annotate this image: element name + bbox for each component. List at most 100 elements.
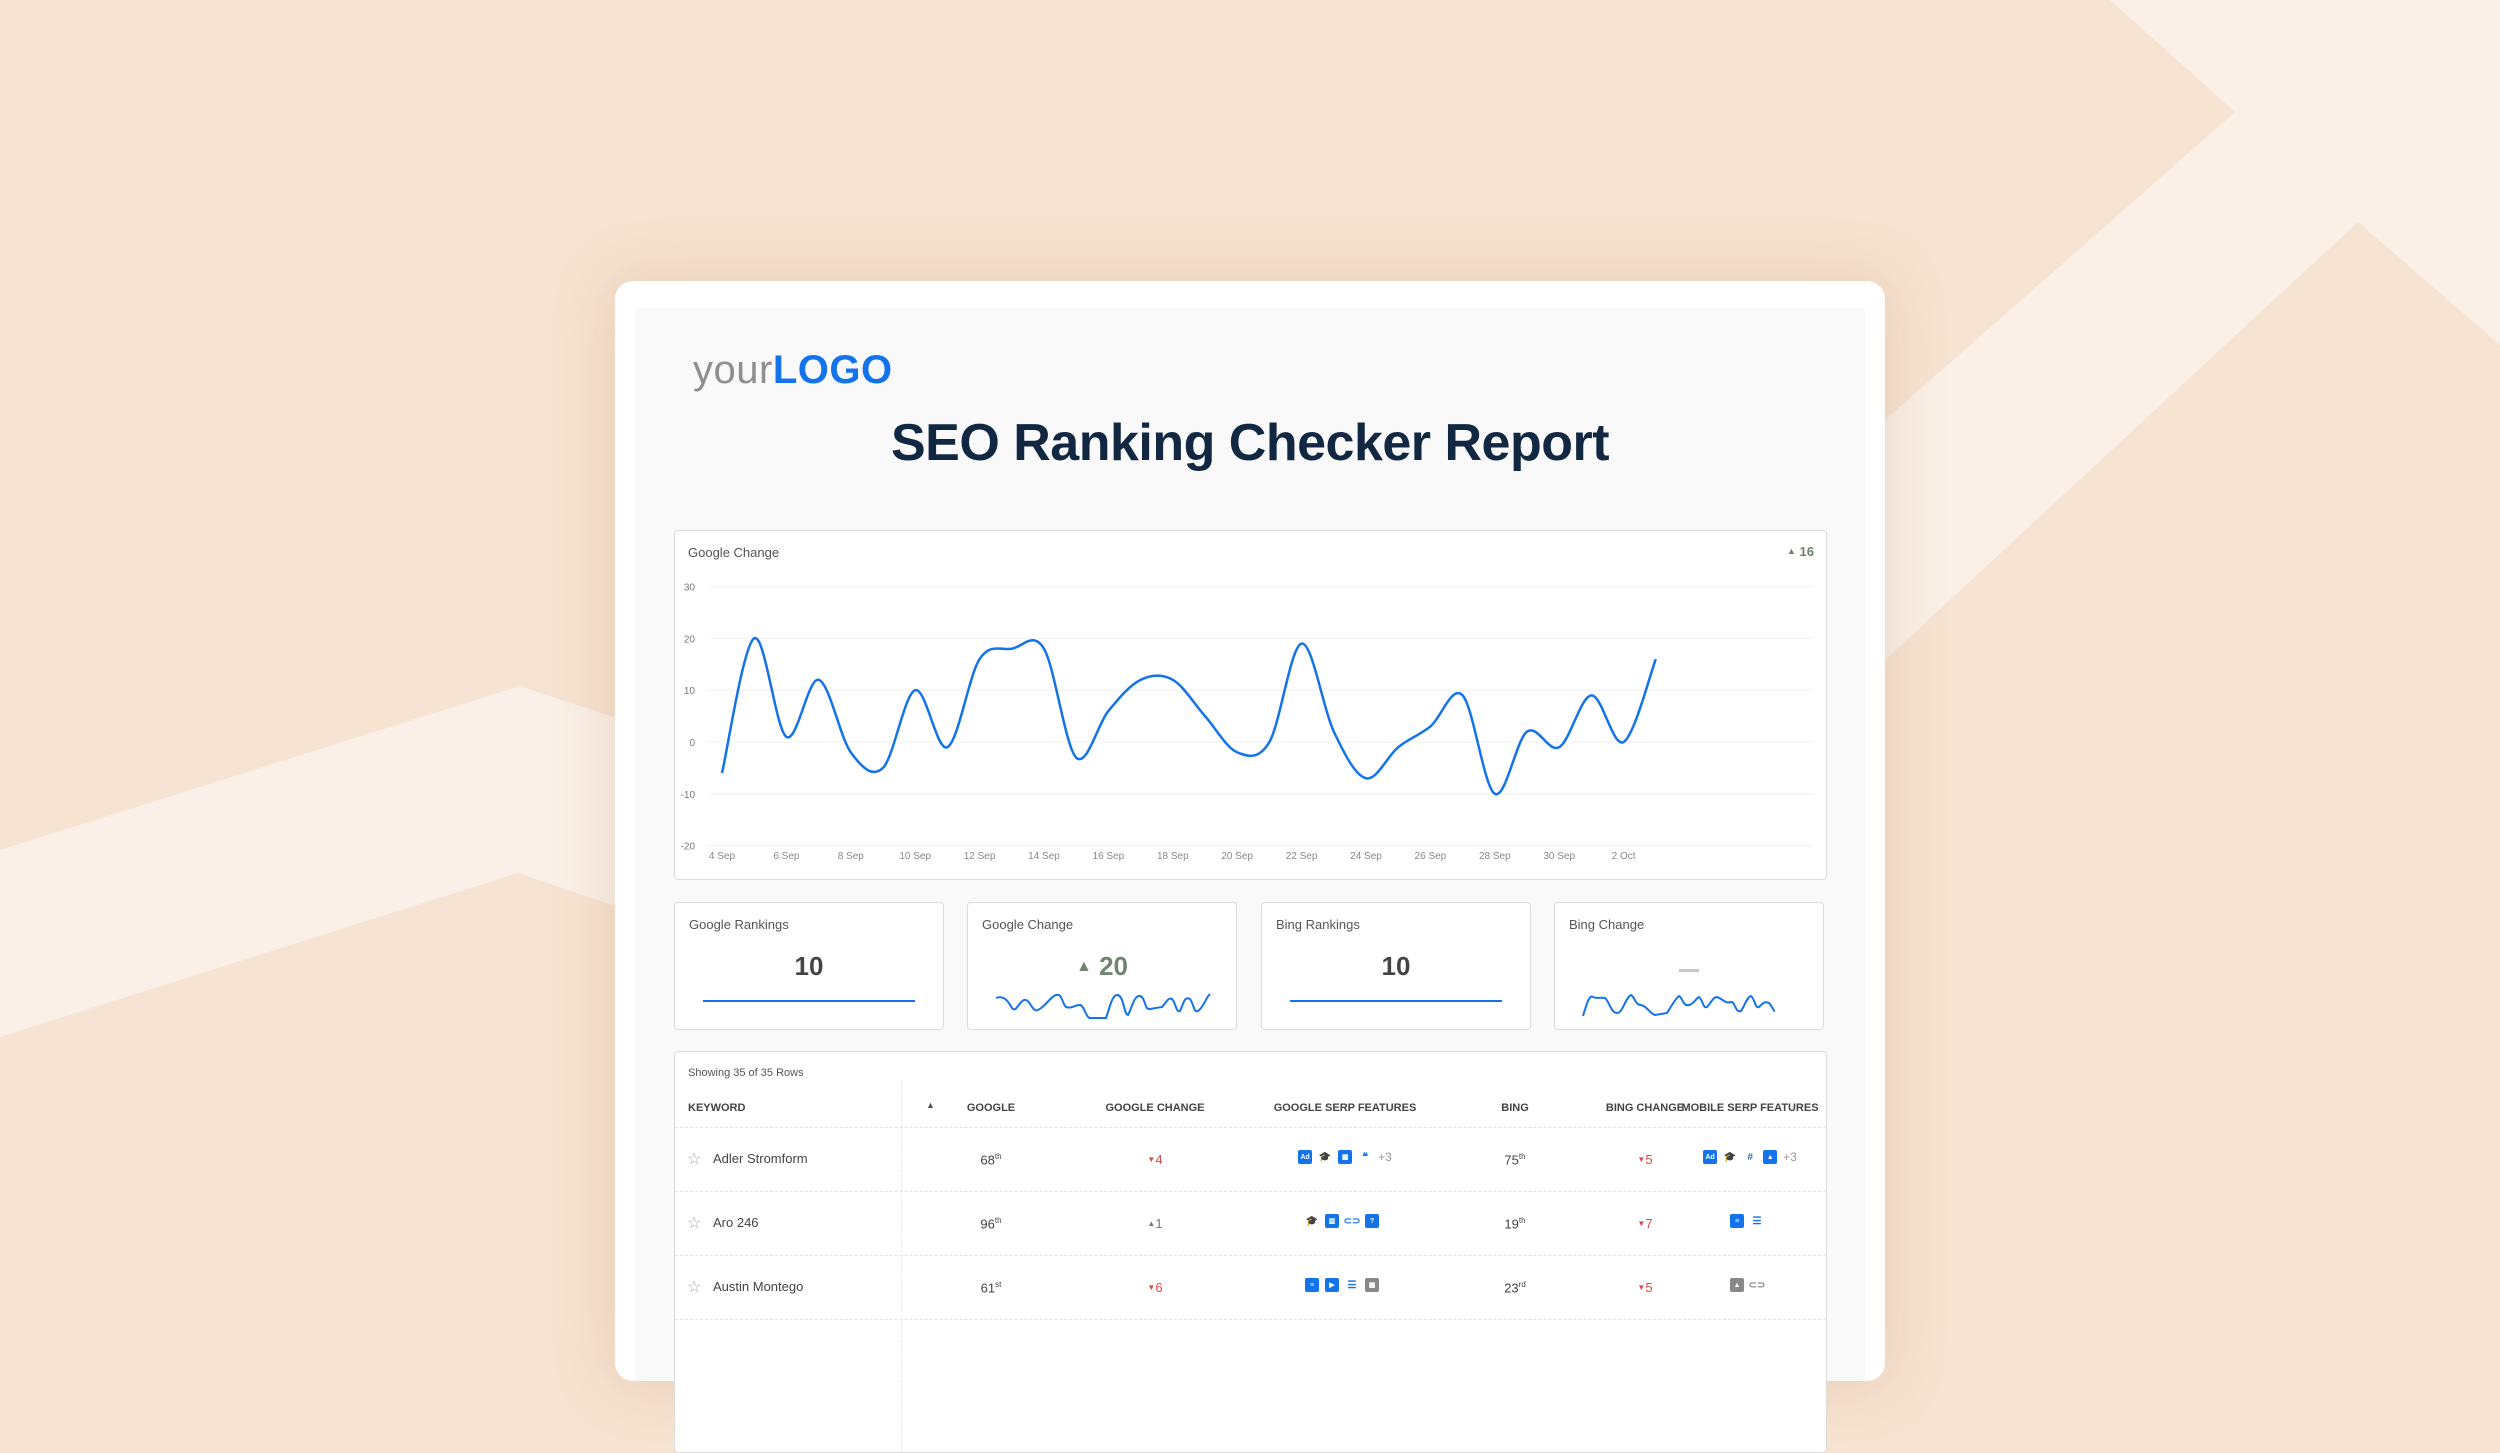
bing-change-cell: ▼7 (1637, 1216, 1653, 1231)
column-header-google-serp[interactable]: GOOGLE SERP FEATURES (1273, 1102, 1417, 1114)
question-chat-icon[interactable]: ? (1365, 1214, 1379, 1228)
flat-trend-line (1290, 1000, 1502, 1002)
ad-icon[interactable]: Ad (1298, 1150, 1313, 1164)
triangle-up-icon: ▲ (1147, 1219, 1156, 1228)
link-icon[interactable]: ⊂⊃ (1748, 1279, 1766, 1291)
indent-list-icon[interactable]: ☰ (1752, 1215, 1762, 1227)
svg-text:16 Sep: 16 Sep (1093, 851, 1125, 862)
image-icon[interactable]: ▲ (1730, 1278, 1744, 1292)
svg-text:-10: -10 (681, 790, 696, 801)
star-icon[interactable]: ☆ (687, 1215, 702, 1232)
mobile-serp-features: Ad 🎓 # ▲ +3 (1675, 1150, 1825, 1164)
kpi-empty-dash (1679, 969, 1699, 972)
sparkline (1582, 993, 1776, 1017)
link-icon[interactable]: ⊂⊃ (1343, 1215, 1361, 1227)
hashtag-icon[interactable]: # (1747, 1151, 1753, 1163)
svg-text:24 Sep: 24 Sep (1350, 851, 1382, 862)
svg-text:26 Sep: 26 Sep (1415, 851, 1447, 862)
logo-prefix: your (693, 348, 773, 392)
triangle-up-icon: ▲ (1786, 546, 1796, 556)
svg-text:20 Sep: 20 Sep (1221, 851, 1253, 862)
google-change-cell: ▼6 (1147, 1280, 1163, 1295)
triangle-down-icon: ▼ (1637, 1283, 1646, 1292)
triangle-down-icon: ▼ (1637, 1155, 1646, 1164)
bing-change-cell: ▼5 (1637, 1280, 1653, 1295)
indent-list-icon[interactable]: ☰ (1347, 1279, 1357, 1291)
keywords-table: Showing 35 of 35 Rows KEYWORD ▲ GOOGLE G… (674, 1051, 1827, 1453)
google-change-line (720, 637, 1657, 796)
google-rank-cell: 61st (980, 1280, 1002, 1296)
more-features[interactable]: +3 (1783, 1150, 1797, 1164)
chart-delta: ▲ 16 (1787, 544, 1814, 559)
sparkline (995, 993, 1211, 1019)
google-change-chart: 30 20 10 0 -10 -20 4 Sep 6 Sep 8 Sep 10 Sep 12 Sep… (674, 530, 1827, 880)
more-features[interactable]: +3 (1378, 1150, 1392, 1164)
video-play-icon[interactable]: ▶ (1325, 1278, 1339, 1292)
sort-asc-icon[interactable]: ▲ (926, 1100, 935, 1110)
svg-text:-20: -20 (681, 842, 696, 853)
kpi-label: Bing Change (1569, 917, 1645, 932)
table-row[interactable]: ☆ Austin Montego 61st ▼6 ≡ ▶ ☰ ▦ 23rd ▼5 ▲ ⊂… (675, 1255, 1826, 1320)
kpi-label: Bing Rankings (1276, 917, 1360, 932)
table-header: KEYWORD ▲ GOOGLE GOOGLE CHANGE GOOGLE SE… (675, 1087, 1826, 1128)
triangle-down-icon: ▼ (1147, 1155, 1156, 1164)
column-header-bing[interactable]: BING (1501, 1102, 1529, 1114)
kpi-google-change: Google Change ▲ 20 (967, 902, 1237, 1030)
page-title: SEO Ranking Checker Report (890, 414, 1610, 472)
kpi-bing-change: Bing Change (1554, 902, 1824, 1030)
background-decoration (0, 0, 2500, 1037)
column-header-mobile-serp[interactable]: MOBILE SERP FEATURES (1681, 1102, 1819, 1114)
column-header-keyword[interactable]: KEYWORD (688, 1102, 746, 1114)
svg-text:14 Sep: 14 Sep (1028, 851, 1060, 862)
report-panel: yourLOGO SEO Ranking Checker Report 30 20… (635, 308, 1865, 1453)
star-icon[interactable]: ☆ (687, 1279, 702, 1296)
bing-rank-cell: 23rd (1504, 1280, 1526, 1296)
kpi-label: Google Rankings (689, 917, 789, 932)
svg-text:28 Sep: 28 Sep (1479, 851, 1511, 862)
svg-text:10: 10 (684, 686, 696, 697)
line-chart: 30 20 10 0 -10 -20 4 Sep 6 Sep 8 Sep 10 Sep 12 Sep… (681, 583, 1813, 862)
kpi-value: 20 (1099, 951, 1128, 981)
google-change-cell: ▲1 (1147, 1216, 1163, 1231)
bing-rank-cell: 19th (1504, 1216, 1526, 1232)
graduation-cap-icon[interactable]: 🎓 (1318, 1151, 1332, 1163)
star-icon[interactable]: ☆ (687, 1151, 702, 1168)
google-serp-features: 🎓 ▥ ⊂⊃? (1235, 1214, 1455, 1228)
graduation-cap-icon[interactable]: 🎓 (1305, 1215, 1319, 1227)
mobile-serp-features: ▲ ⊂⊃ (1675, 1278, 1825, 1292)
calculator-icon[interactable]: ▦ (1365, 1278, 1379, 1292)
list-icon[interactable]: ≡ (1730, 1214, 1744, 1228)
logo-brand: LOGO (772, 348, 893, 392)
google-rank-cell: 68th (980, 1152, 1002, 1168)
svg-text:6 Sep: 6 Sep (773, 851, 800, 862)
google-serp-features: ≡ ▶ ☰ ▦ (1235, 1278, 1455, 1292)
bing-rank-cell: 75th (1504, 1152, 1526, 1168)
kpi-label: Google Change (982, 917, 1074, 932)
graduation-cap-icon[interactable]: 🎓 (1723, 1151, 1737, 1163)
svg-text:4 Sep: 4 Sep (709, 851, 736, 862)
image-icon[interactable]: ▲ (1763, 1150, 1778, 1164)
column-header-google-change[interactable]: GOOGLE CHANGE (1105, 1102, 1205, 1114)
google-change-cell: ▼4 (1147, 1152, 1163, 1167)
bing-change-cell: ▼5 (1637, 1152, 1653, 1167)
column-header-google[interactable]: GOOGLE (966, 1102, 1016, 1114)
svg-text:30: 30 (684, 583, 696, 594)
ad-top-icon[interactable]: Ad (1703, 1150, 1718, 1164)
mobile-serp-features: ≡ ☰ (1675, 1214, 1825, 1228)
svg-text:12 Sep: 12 Sep (964, 851, 996, 862)
triangle-down-icon: ▼ (1637, 1219, 1646, 1228)
table-row[interactable]: ☆ Adler Stromform 68th ▼4 Ad 🎓 ▦ ❝ +3 75th ▼… (675, 1127, 1826, 1192)
column-header-bing-change[interactable]: BING CHANGE (1605, 1102, 1685, 1114)
table-row[interactable]: ☆ Aro 246 96th ▲1 🎓 ▥ ⊂⊃? 19th ▼7 ≡ ☰ (675, 1191, 1826, 1256)
google-rank-cell: 96th (980, 1216, 1002, 1232)
kpi-value-wrap: ▲ 20 (968, 951, 1236, 982)
rows-count: Showing 35 of 35 Rows (688, 1067, 804, 1079)
svg-text:30 Sep: 30 Sep (1543, 851, 1575, 862)
list-icon[interactable]: ≡ (1305, 1278, 1319, 1292)
svg-text:22 Sep: 22 Sep (1286, 851, 1318, 862)
google-serp-features: Ad 🎓 ▦ ❝ +3 (1235, 1150, 1455, 1164)
keyword-cell: Adler Stromform (713, 1151, 808, 1166)
calculator-icon[interactable]: ▦ (1338, 1150, 1353, 1164)
quote-icon[interactable]: ❝ (1362, 1151, 1368, 1163)
building-icon[interactable]: ▥ (1325, 1214, 1339, 1228)
